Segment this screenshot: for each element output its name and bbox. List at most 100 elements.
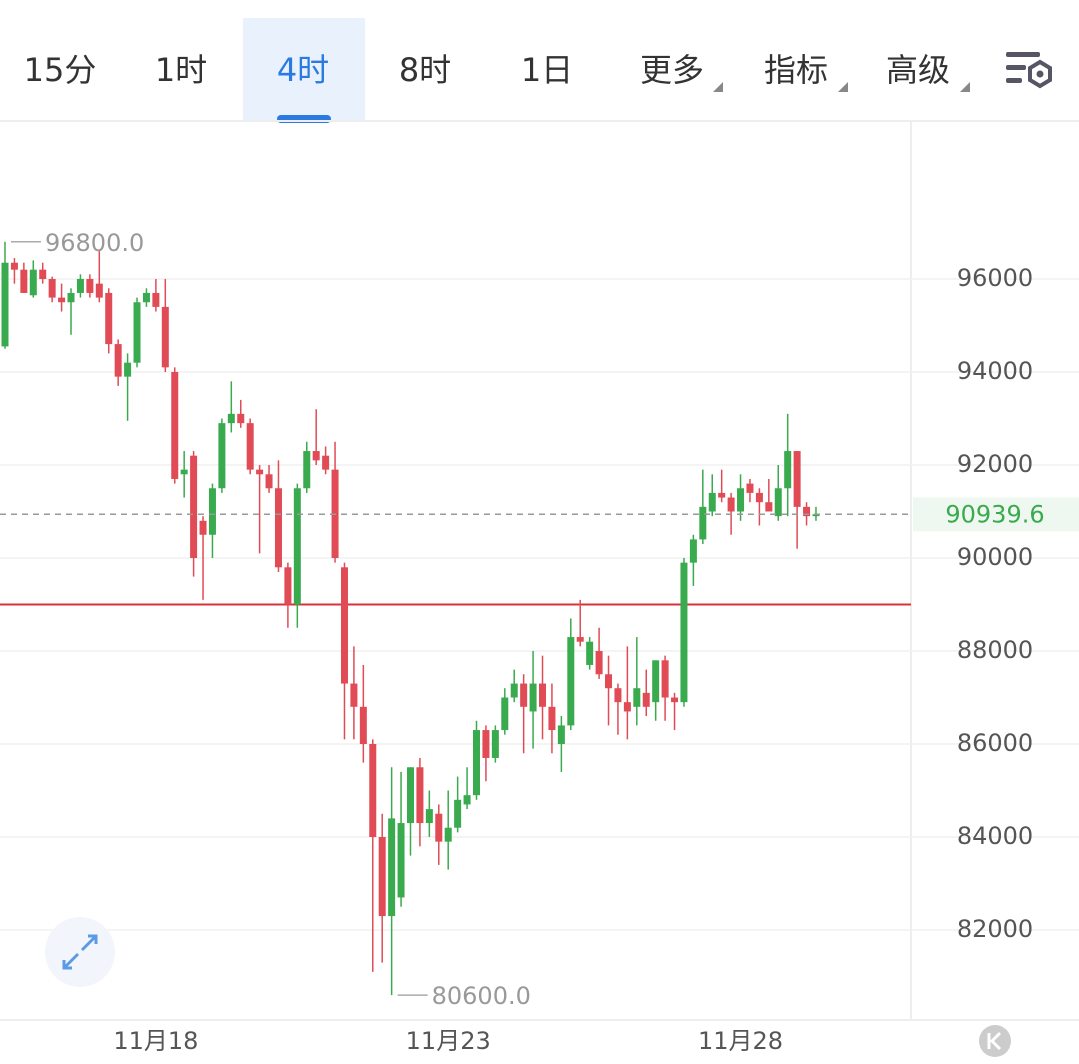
candle-body	[576, 637, 584, 642]
candle-body	[671, 697, 679, 703]
y-tick-label: 96000	[957, 264, 1033, 292]
candle-body	[774, 488, 782, 517]
candle-body	[539, 683, 547, 707]
candle-body	[180, 469, 188, 475]
candle-body	[444, 827, 452, 842]
dropdown-triangle	[960, 82, 970, 92]
candle-body	[605, 674, 613, 689]
candle-body	[727, 497, 735, 512]
candle-body	[463, 795, 471, 805]
active-tab-bg	[243, 18, 365, 121]
scroll-to-latest-button[interactable]	[979, 1025, 1011, 1057]
candle-body	[454, 799, 462, 828]
candle-body	[246, 423, 254, 470]
candle-body	[680, 562, 688, 703]
candle-body	[689, 539, 697, 563]
y-tick-label: 90000	[957, 543, 1033, 571]
candle-body	[784, 451, 792, 489]
candle-body	[105, 292, 113, 345]
y-tick-label: 86000	[957, 729, 1033, 757]
candle-body	[425, 809, 433, 824]
tab[interactable]: 高级	[886, 51, 950, 89]
candle-body	[793, 451, 801, 507]
y-tick-label: 94000	[957, 357, 1033, 385]
tab[interactable]: 更多	[640, 51, 704, 89]
candle-body	[614, 688, 622, 703]
candle-body	[510, 683, 518, 698]
annotation-label: 96800.0	[45, 229, 144, 257]
tab[interactable]: 1时	[155, 51, 207, 89]
candle-body	[491, 730, 499, 758]
tab[interactable]: 15分	[24, 51, 97, 89]
y-tick-label: 82000	[957, 915, 1033, 943]
last-price-badge	[913, 497, 1079, 532]
candle-body	[256, 469, 264, 475]
candle-body	[340, 567, 348, 684]
candle-body	[416, 767, 424, 824]
candle-body	[218, 423, 226, 489]
settings-icon[interactable]	[1006, 52, 1052, 89]
tab[interactable]: 4时	[277, 51, 329, 89]
x-tick-label: 11月18	[113, 1027, 198, 1055]
candle-body	[76, 278, 84, 293]
candle-body	[548, 706, 556, 731]
candle-body	[20, 269, 28, 293]
candle-body	[161, 306, 169, 368]
candle-body	[623, 702, 631, 712]
x-tick-label: 11月23	[406, 1027, 491, 1055]
candle-body	[190, 455, 198, 559]
candle-body	[406, 767, 414, 824]
candle-body	[708, 492, 716, 512]
y-tick-label: 92000	[957, 450, 1033, 478]
candle-body	[642, 692, 650, 707]
candle-body	[152, 292, 160, 307]
candle-body	[369, 744, 377, 838]
candle-body	[48, 278, 56, 298]
candle-body	[171, 371, 179, 479]
candle-body	[227, 413, 235, 424]
y-tick-label: 84000	[957, 822, 1033, 850]
candle-body	[133, 302, 141, 363]
candle-body	[67, 292, 75, 303]
candle-body	[529, 683, 537, 712]
expand-button[interactable]	[45, 917, 115, 987]
candle-body	[482, 730, 490, 758]
candle-body	[95, 283, 103, 298]
dropdown-triangle	[713, 82, 723, 92]
candle-body	[557, 725, 565, 745]
annotation-label: 80600.0	[432, 982, 531, 1010]
candle-body	[567, 637, 575, 726]
candle-body	[803, 506, 811, 517]
last-price-label: 90939.6	[945, 500, 1044, 528]
candle-body	[274, 488, 282, 568]
candle-body	[699, 506, 707, 540]
tab[interactable]: 8时	[399, 51, 451, 89]
candle-body	[378, 837, 386, 917]
candle-body	[586, 641, 594, 665]
candle-body	[765, 502, 773, 512]
candle-body	[737, 488, 745, 512]
candle-body	[199, 520, 207, 535]
candle-body	[208, 488, 216, 535]
candle-body	[58, 297, 66, 303]
candle-body	[473, 730, 480, 796]
candle-body	[237, 413, 245, 424]
candle-body	[435, 813, 443, 842]
candle-body	[303, 451, 311, 489]
candle-body	[86, 278, 94, 293]
candle-body	[359, 706, 367, 745]
candle-body	[284, 567, 292, 605]
candle-body	[142, 292, 150, 303]
candle-body	[746, 483, 754, 493]
candle-body	[520, 683, 528, 707]
tab[interactable]: 指标	[764, 51, 828, 89]
candle-body	[29, 269, 37, 296]
candle-body	[755, 492, 763, 503]
plot: 82000 84000 86000 88000 90000 92000 94000 96000…	[0, 229, 1079, 1055]
candle-body	[595, 651, 603, 675]
candle-body	[265, 474, 273, 489]
tab[interactable]: 1日	[521, 51, 573, 89]
y-tick-label: 88000	[957, 636, 1033, 664]
